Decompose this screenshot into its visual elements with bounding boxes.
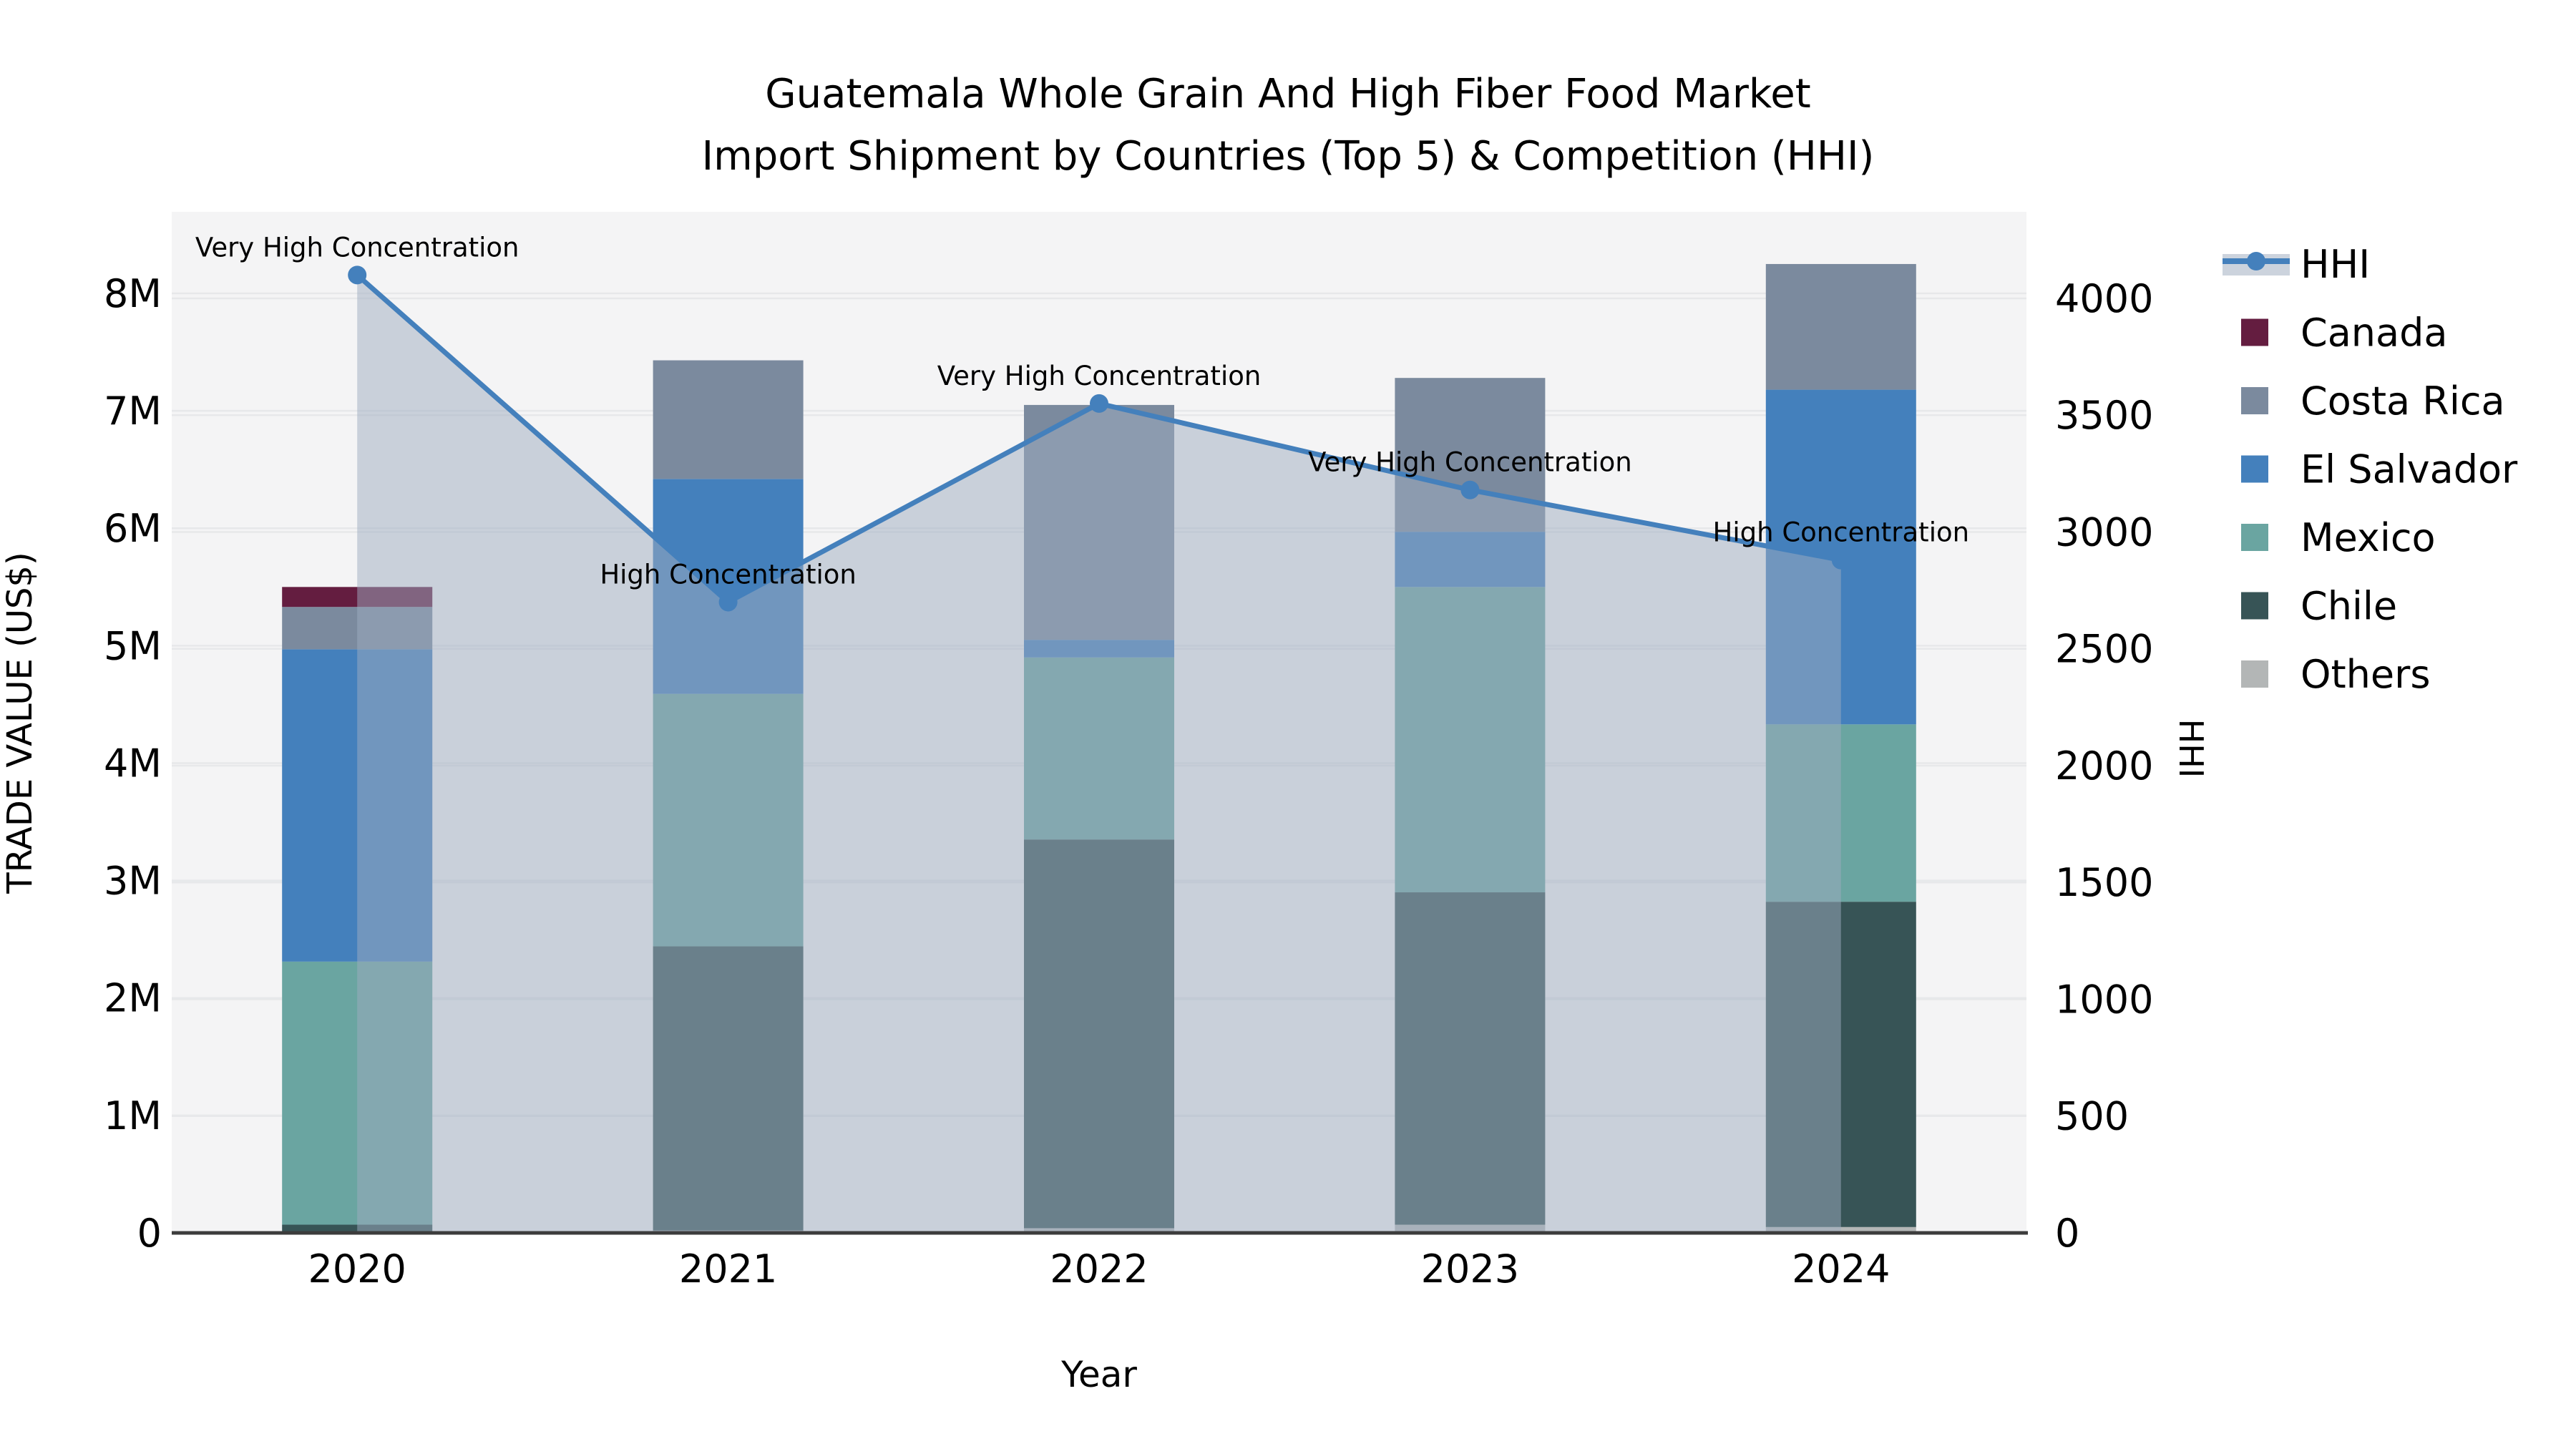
chart-title-line2: Import Shipment by Countries (Top 5) & C… — [702, 133, 1875, 180]
legend-swatch-canada-icon — [2241, 318, 2268, 346]
legend-label-costa-rica: Costa Rica — [2301, 379, 2505, 424]
annotation-2024: High Concentration — [1713, 517, 1970, 548]
hhi-marker-2024 — [1831, 550, 1850, 570]
x-tick-2022: 2022 — [1050, 1246, 1148, 1292]
annotation-2020: Very High Concentration — [195, 232, 519, 263]
hhi-area — [357, 275, 1841, 1234]
annotation-2021: High Concentration — [600, 559, 857, 590]
y-right-tick-2000: 2000 — [2055, 743, 2153, 789]
bar-segment-costa-rica-2021 — [653, 360, 804, 479]
y-left-tick-2M: 2M — [104, 976, 162, 1021]
legend-swatch-costa-rica-icon — [2241, 387, 2268, 414]
hhi-area-layer — [357, 275, 1841, 1234]
legend-label-el-salvador: El Salvador — [2301, 447, 2518, 492]
x-tick-2023: 2023 — [1421, 1246, 1519, 1292]
y-right-tick-500: 500 — [2055, 1094, 2129, 1139]
y-left-tick-5M: 5M — [104, 623, 162, 668]
x-axis-label: Year — [1060, 1354, 1137, 1395]
y-left-tick-1M: 1M — [104, 1093, 162, 1138]
y-right-tick-3000: 3000 — [2055, 509, 2153, 555]
legend-swatch-others-icon — [2241, 660, 2268, 688]
y-left-tick-0: 0 — [137, 1211, 162, 1256]
hhi-marker-2022 — [1090, 394, 1108, 413]
y-right-tick-1000: 1000 — [2055, 977, 2153, 1022]
y-right-axis-label: HHI — [2172, 719, 2210, 779]
chart-title-line1: Guatemala Whole Grain And High Fiber Foo… — [765, 71, 1810, 117]
y-right-tick-0: 0 — [2055, 1211, 2079, 1256]
legend-label-chile: Chile — [2301, 583, 2397, 628]
legend-hhi-marker-icon — [2247, 252, 2265, 270]
y-left-tick-7M: 7M — [104, 389, 162, 434]
x-tick-2021: 2021 — [679, 1246, 777, 1292]
legend-swatch-mexico-icon — [2241, 524, 2268, 551]
y-right-tick-3500: 3500 — [2055, 393, 2153, 438]
ticks-layer: 0 1M 2M 3M 4M 5M 6M 7M 8M 0 500 1000 1500 2000 2500 300… — [104, 271, 2153, 1292]
x-tick-2024: 2024 — [1792, 1246, 1890, 1292]
y-right-tick-2500: 2500 — [2055, 627, 2153, 672]
legend-label-mexico: Mexico — [2301, 515, 2436, 560]
legend-layer: HHI Canada Costa Rica El Salvador Mexico Chil… — [2223, 242, 2518, 697]
legend-label-others: Others — [2301, 652, 2430, 697]
hhi-marker-2020 — [348, 265, 367, 285]
annotation-2022: Very High Concentration — [937, 361, 1262, 391]
hhi-marker-2021 — [718, 592, 738, 612]
y-left-axis-label: TRADE VALUE (US$) — [0, 552, 40, 894]
legend-label-canada: Canada — [2301, 310, 2447, 355]
annotation-2023: Very High Concentration — [1308, 447, 1632, 478]
legend-label-hhi: HHI — [2301, 242, 2370, 287]
y-right-tick-1500: 1500 — [2055, 860, 2153, 905]
y-left-tick-3M: 3M — [104, 859, 162, 904]
legend-swatch-el-salvador-icon — [2241, 455, 2268, 483]
y-left-tick-6M: 6M — [104, 506, 162, 551]
y-right-tick-4000: 4000 — [2055, 276, 2153, 321]
hhi-line-layer — [348, 265, 1850, 612]
y-left-tick-4M: 4M — [104, 741, 162, 786]
x-tick-2020: 2020 — [308, 1246, 406, 1292]
bar-segment-costa-rica-2024 — [1765, 263, 1916, 390]
y-left-tick-8M: 8M — [104, 271, 162, 316]
annotations-layer: Very High Concentration High Concentratio… — [195, 232, 1969, 590]
hhi-marker-2023 — [1460, 480, 1480, 499]
legend-swatch-chile-icon — [2241, 592, 2268, 620]
